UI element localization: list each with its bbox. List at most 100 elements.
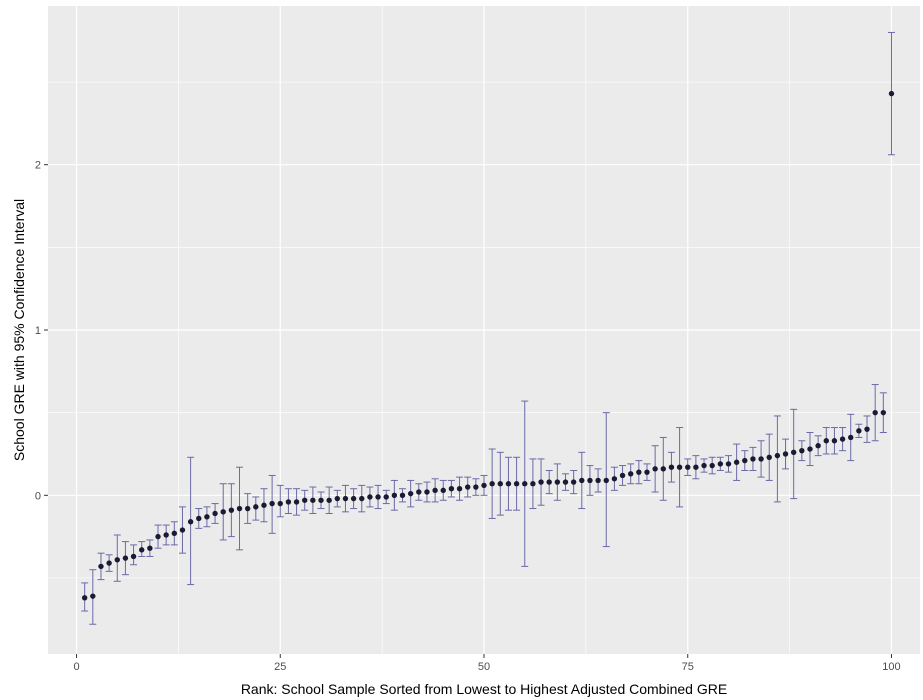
data-point-97: [864, 426, 870, 432]
data-point-52: [497, 481, 503, 487]
data-point-65: [603, 477, 609, 484]
error-bar-86: [773, 415, 781, 503]
x-tick-label-4: 100: [882, 661, 900, 673]
data-point-13: [179, 527, 186, 533]
data-point-34: [350, 495, 357, 502]
data-point-44: [432, 487, 438, 494]
data-point-19: [228, 507, 235, 513]
data-point-84: [758, 456, 764, 462]
data-point-56: [530, 481, 536, 487]
data-point-15: [196, 515, 202, 522]
data-point-14: [187, 519, 194, 525]
x-tick-label-3: 75: [682, 661, 694, 673]
data-point-41: [407, 490, 414, 497]
data-point-24: [269, 500, 275, 507]
data-point-66: [611, 476, 618, 482]
data-point-50: [481, 482, 487, 489]
data-point-53: [505, 481, 512, 487]
x-axis-title: Rank: School Sample Sorted from Lowest t…: [241, 681, 727, 697]
y-tick-label-0: 0: [35, 490, 41, 502]
data-point-94: [839, 436, 846, 442]
data-point-16: [204, 514, 210, 520]
data-point-90: [807, 446, 813, 452]
data-point-48: [465, 484, 471, 490]
data-point-70: [644, 469, 650, 475]
data-point-76: [693, 464, 699, 470]
data-point-75: [685, 464, 691, 470]
data-point-83: [750, 456, 756, 462]
data-point-27: [293, 499, 300, 505]
data-point-6: [122, 555, 129, 561]
x-tick-label-1: 25: [274, 661, 286, 673]
data-point-81: [733, 459, 740, 465]
data-point-26: [285, 499, 292, 505]
data-point-72: [660, 466, 666, 472]
data-point-58: [546, 479, 552, 485]
data-point-85: [766, 454, 772, 460]
data-point-88: [790, 449, 797, 456]
y-axis-ticks: 0 1 2: [35, 160, 48, 502]
data-point-55: [522, 481, 528, 487]
x-tick-label-0: 0: [73, 661, 79, 673]
data-point-1: [81, 595, 88, 601]
data-point-20: [236, 505, 243, 512]
data-point-39: [391, 492, 398, 499]
data-point-11: [163, 532, 169, 538]
data-point-74: [676, 464, 683, 470]
data-point-62: [579, 477, 585, 484]
data-point-3: [98, 563, 104, 570]
data-point-61: [570, 479, 577, 485]
data-point-2: [90, 593, 96, 599]
data-point-64: [595, 477, 601, 484]
data-point-95: [848, 434, 854, 441]
data-point-4: [106, 560, 112, 566]
y-tick-label-1: 1: [35, 325, 41, 337]
data-point-59: [554, 479, 561, 485]
data-point-8: [139, 547, 145, 553]
data-point-38: [383, 494, 389, 500]
data-point-54: [513, 481, 520, 487]
data-point-73: [668, 464, 675, 470]
y-axis-title: School GRE with 95% Confidence Interval: [11, 199, 27, 461]
data-point-79: [717, 461, 724, 467]
data-point-98: [872, 409, 878, 416]
data-point-51: [489, 481, 495, 487]
data-point-28: [302, 497, 308, 503]
data-point-57: [538, 479, 544, 485]
data-point-96: [856, 428, 862, 434]
data-point-60: [562, 479, 569, 485]
data-point-22: [253, 504, 259, 510]
data-point-93: [831, 438, 838, 444]
data-point-10: [155, 533, 161, 540]
data-points: [81, 90, 895, 601]
data-point-71: [652, 466, 658, 472]
data-point-45: [440, 487, 446, 494]
data-point-32: [334, 495, 341, 502]
data-point-37: [375, 494, 381, 500]
data-point-91: [815, 443, 821, 449]
data-point-9: [147, 545, 153, 551]
data-point-35: [359, 495, 365, 502]
data-point-43: [424, 489, 430, 495]
data-point-80: [725, 461, 732, 467]
data-point-42: [416, 489, 422, 495]
y-tick-label-2: 2: [35, 160, 41, 172]
data-point-23: [261, 502, 267, 508]
data-point-77: [701, 462, 707, 469]
data-point-46: [448, 485, 455, 492]
data-point-49: [473, 484, 479, 490]
data-point-12: [171, 530, 178, 537]
data-point-87: [782, 451, 789, 457]
data-point-63: [587, 477, 593, 484]
x-tick-label-2: 50: [478, 661, 490, 673]
data-point-68: [627, 471, 634, 477]
data-point-30: [318, 497, 324, 503]
data-point-47: [456, 485, 463, 492]
data-point-36: [367, 494, 373, 500]
data-point-5: [114, 557, 120, 563]
data-point-29: [310, 497, 316, 503]
data-point-69: [636, 469, 642, 475]
data-point-92: [823, 438, 829, 444]
data-point-100: [888, 90, 895, 97]
